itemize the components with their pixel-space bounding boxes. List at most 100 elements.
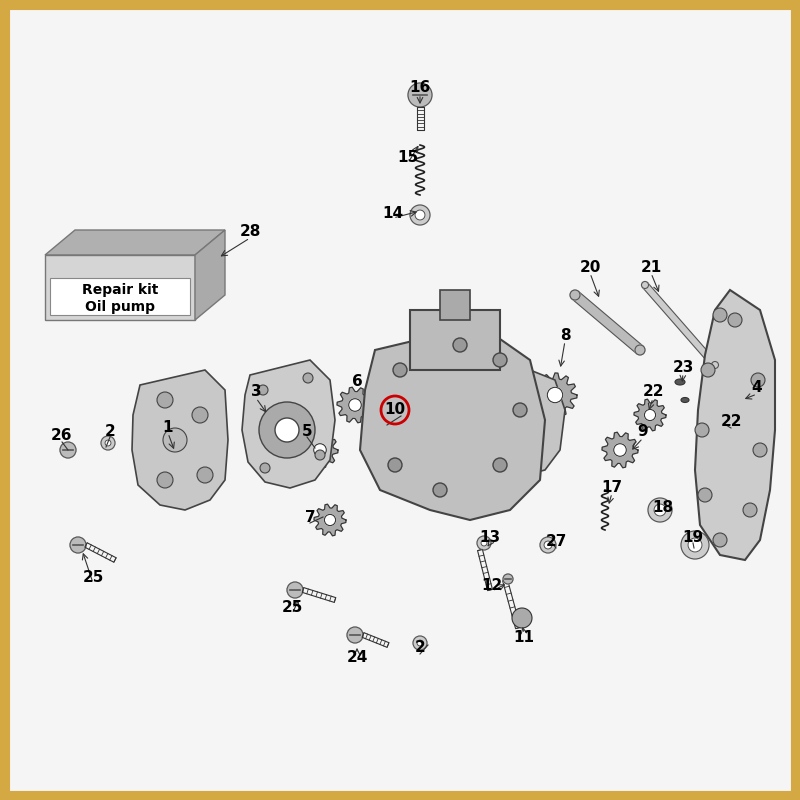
Text: 2: 2 (414, 641, 426, 655)
Circle shape (753, 443, 767, 457)
Text: 23: 23 (672, 359, 694, 374)
Polygon shape (602, 432, 638, 468)
Circle shape (614, 444, 626, 456)
Polygon shape (195, 230, 225, 320)
Text: 16: 16 (410, 81, 430, 95)
Text: 3: 3 (250, 385, 262, 399)
Circle shape (408, 83, 432, 107)
Circle shape (197, 467, 213, 483)
Text: Repair kit: Repair kit (82, 283, 158, 297)
Polygon shape (634, 399, 666, 431)
Polygon shape (314, 504, 346, 536)
Ellipse shape (675, 379, 685, 385)
Circle shape (70, 537, 86, 553)
Circle shape (512, 608, 532, 628)
Circle shape (481, 540, 487, 546)
Text: 14: 14 (382, 206, 403, 222)
Polygon shape (642, 282, 718, 367)
Text: 27: 27 (546, 534, 566, 550)
Circle shape (728, 313, 742, 327)
Circle shape (260, 463, 270, 473)
Circle shape (695, 423, 709, 437)
Circle shape (713, 308, 727, 322)
Circle shape (347, 627, 363, 643)
Circle shape (192, 407, 208, 423)
Polygon shape (242, 360, 335, 488)
Circle shape (540, 537, 556, 553)
Circle shape (410, 205, 430, 225)
Polygon shape (695, 290, 775, 560)
Circle shape (453, 338, 467, 352)
Polygon shape (365, 355, 420, 445)
Polygon shape (45, 255, 195, 320)
Text: 19: 19 (682, 530, 703, 545)
Text: 12: 12 (482, 578, 502, 593)
Circle shape (393, 363, 407, 377)
Circle shape (417, 640, 423, 646)
Circle shape (315, 450, 325, 460)
Circle shape (544, 541, 552, 549)
Circle shape (413, 636, 427, 650)
Circle shape (101, 436, 115, 450)
Text: 25: 25 (82, 570, 104, 585)
Ellipse shape (681, 398, 689, 402)
Text: 9: 9 (638, 425, 648, 439)
Polygon shape (360, 325, 545, 520)
Polygon shape (302, 432, 338, 468)
Text: 4: 4 (752, 381, 762, 395)
Circle shape (60, 442, 76, 458)
Circle shape (688, 538, 702, 552)
Bar (50, 278, 190, 315)
Circle shape (635, 345, 645, 355)
Circle shape (547, 387, 562, 402)
Circle shape (493, 458, 507, 472)
Circle shape (303, 373, 313, 383)
Circle shape (157, 392, 173, 408)
Text: 7: 7 (305, 510, 315, 525)
Text: Oil pump: Oil pump (85, 300, 155, 314)
Circle shape (433, 483, 447, 497)
Circle shape (570, 290, 580, 300)
Polygon shape (132, 370, 228, 510)
Text: 18: 18 (653, 499, 674, 514)
Circle shape (415, 210, 425, 220)
Circle shape (388, 458, 402, 472)
Circle shape (259, 402, 315, 458)
Circle shape (698, 488, 712, 502)
Text: 25: 25 (282, 601, 302, 615)
Circle shape (648, 498, 672, 522)
Circle shape (493, 353, 507, 367)
Circle shape (349, 398, 362, 411)
Circle shape (314, 444, 326, 456)
Circle shape (477, 536, 491, 550)
Polygon shape (572, 291, 643, 354)
Circle shape (325, 514, 336, 526)
FancyBboxPatch shape (4, 4, 796, 796)
Text: 17: 17 (602, 479, 622, 494)
Polygon shape (505, 370, 565, 475)
Text: 21: 21 (640, 259, 662, 274)
Polygon shape (337, 387, 373, 422)
Text: 2: 2 (105, 423, 115, 438)
Circle shape (258, 385, 268, 395)
Circle shape (751, 373, 765, 387)
Text: 8: 8 (560, 327, 570, 342)
Circle shape (681, 531, 709, 559)
Circle shape (743, 503, 757, 517)
Text: 1: 1 (162, 419, 174, 434)
Polygon shape (533, 373, 577, 417)
Bar (410, 310, 500, 370)
Text: 15: 15 (398, 150, 418, 165)
Circle shape (163, 428, 187, 452)
Text: 11: 11 (514, 630, 534, 646)
Text: 5: 5 (302, 423, 312, 438)
Text: 6: 6 (352, 374, 362, 390)
Text: 24: 24 (346, 650, 368, 666)
Text: 13: 13 (479, 530, 501, 545)
Text: 10: 10 (385, 402, 406, 418)
Text: 22: 22 (642, 385, 664, 399)
Circle shape (105, 440, 111, 446)
Circle shape (713, 533, 727, 547)
Circle shape (275, 418, 299, 442)
Circle shape (157, 472, 173, 488)
